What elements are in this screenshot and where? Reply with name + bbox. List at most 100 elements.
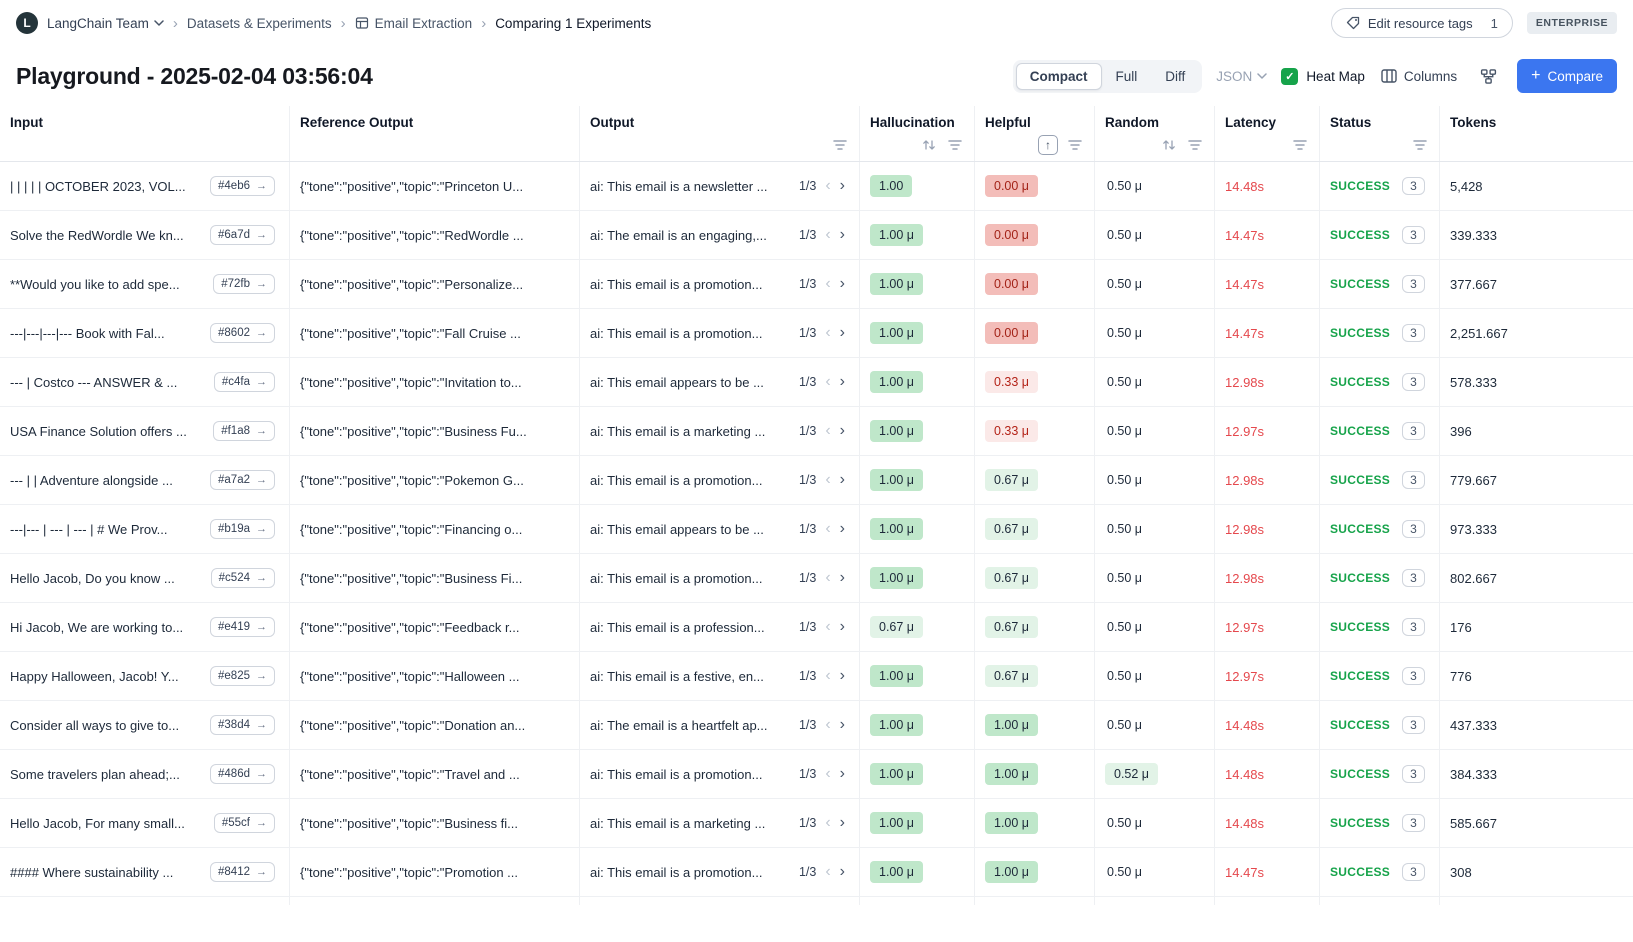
helpful-sort-active-button[interactable]: ↑ <box>1038 135 1058 155</box>
prev-output-button[interactable]: ‹ <box>821 864 834 880</box>
status-count-badge: 3 <box>1402 373 1425 391</box>
json-format-dropdown[interactable]: JSON <box>1216 69 1268 84</box>
prev-output-button[interactable]: ‹ <box>821 472 834 488</box>
column-header-helpful: Helpful ↑ <box>975 106 1095 161</box>
reference-output-cell: {"tone":"positive","topic":"Halloween ..… <box>290 652 580 700</box>
table-row[interactable]: --- | Costco --- ANSWER & ... #c4fa → {"… <box>0 358 1633 407</box>
table-row[interactable]: #### Where sustainability ... #8412 → {"… <box>0 848 1633 897</box>
output-cell: ai: This email is a marketing ... 1/3 ‹ … <box>580 407 860 455</box>
table-row[interactable]: Some travelers plan ahead;... #486d → {"… <box>0 750 1633 799</box>
next-output-button[interactable]: › <box>836 766 849 782</box>
run-link-badge[interactable]: #e419 → <box>210 617 275 637</box>
run-link-badge[interactable]: #b19a → <box>210 519 275 539</box>
run-link-badge[interactable]: #6a7d → <box>210 225 275 245</box>
dataset-icon <box>355 17 368 29</box>
helpful-cell: 0.00 μ <box>975 309 1095 357</box>
helpful-score-badge: 0.33 μ <box>985 371 1039 393</box>
run-link-badge[interactable]: #4eb6 → <box>210 176 275 196</box>
table-row[interactable]: USA Finance Solution offers ... #f1a8 → … <box>0 407 1633 456</box>
compare-button[interactable]: + Compare <box>1517 59 1617 93</box>
prev-output-button[interactable]: ‹ <box>821 276 834 292</box>
output-pager: 1/3 ‹ › <box>799 423 849 439</box>
next-output-button[interactable]: › <box>836 717 849 733</box>
prev-output-button[interactable]: ‹ <box>821 178 834 194</box>
output-pager: 1/3 ‹ › <box>799 815 849 831</box>
prev-output-button[interactable]: ‹ <box>821 570 834 586</box>
view-mode-full-button[interactable]: Full <box>1102 63 1152 90</box>
helpful-filter-button[interactable] <box>1066 137 1084 153</box>
random-filter-button[interactable] <box>1186 137 1204 153</box>
run-link-badge[interactable]: #e825 → <box>210 666 275 686</box>
run-link-badge[interactable]: #f1a8 → <box>213 421 275 441</box>
next-output-button[interactable]: › <box>836 668 849 684</box>
breadcrumb-datasets-link[interactable]: Datasets & Experiments <box>187 16 332 31</box>
next-output-button[interactable]: › <box>836 374 849 390</box>
experiment-view-tree-button[interactable] <box>1473 61 1503 91</box>
next-output-button[interactable]: › <box>836 276 849 292</box>
run-link-badge[interactable]: #c4fa → <box>213 372 275 392</box>
prev-output-button[interactable]: ‹ <box>821 717 834 733</box>
next-output-button[interactable]: › <box>836 521 849 537</box>
table-row[interactable]: Hi Jacob, We are working to... #e419 → {… <box>0 603 1633 652</box>
next-output-button[interactable]: › <box>836 178 849 194</box>
table-row[interactable]: Hello Jacob, Do you know ... #c524 → {"t… <box>0 554 1633 603</box>
heatmap-toggle[interactable]: ✓ Heat Map <box>1281 67 1365 85</box>
run-link-badge[interactable]: #38d4 → <box>210 715 275 735</box>
table-row[interactable]: Consider all ways to give to... #38d4 → … <box>0 701 1633 750</box>
hallucination-sort-button[interactable] <box>920 137 938 153</box>
prev-output-button[interactable]: ‹ <box>821 619 834 635</box>
helpful-score-badge: 0.67 μ <box>985 518 1039 540</box>
column-header-input: Input <box>0 106 290 161</box>
table-row[interactable]: --- | | Adventure alongside ... #a7a2 → … <box>0 456 1633 505</box>
latency-value: 14.47s <box>1225 227 1265 243</box>
prev-output-button[interactable]: ‹ <box>821 815 834 831</box>
next-output-button[interactable]: › <box>836 227 849 243</box>
run-link-badge[interactable]: #8412 → <box>210 862 275 882</box>
table-row[interactable]: Hello Jacob, For many small... #55cf → {… <box>0 799 1633 848</box>
run-link-badge[interactable]: #8602 → <box>210 323 275 343</box>
view-mode-compact-button[interactable]: Compact <box>1015 62 1102 90</box>
table-row[interactable]: Happy Halloween, Jacob! Y... #e825 → {"t… <box>0 652 1633 701</box>
status-filter-button[interactable] <box>1411 137 1429 153</box>
hallucination-filter-button[interactable] <box>946 137 964 153</box>
run-link-badge[interactable]: #c524 → <box>210 568 275 588</box>
team-switcher[interactable]: LangChain Team <box>47 16 164 31</box>
next-output-button[interactable]: › <box>836 570 849 586</box>
breadcrumb-dataset-link[interactable]: Email Extraction <box>355 16 472 31</box>
latency-filter-button[interactable] <box>1291 137 1309 153</box>
run-id: #c4fa <box>221 376 250 388</box>
next-output-button[interactable]: › <box>836 472 849 488</box>
output-text: ai: This email is a promotion... <box>590 472 763 488</box>
table-row[interactable]: ---|--- | --- | --- | # We Prov... #b19a… <box>0 505 1633 554</box>
random-sort-button[interactable] <box>1160 137 1178 153</box>
table-row[interactable]: | | | | | OCTOBER 2023, VOL... #4eb6 → {… <box>0 162 1633 211</box>
page-indicator: 1/3 <box>798 718 817 732</box>
run-link-badge[interactable]: #72fb → <box>213 274 275 294</box>
prev-output-button[interactable]: ‹ <box>821 521 834 537</box>
prev-output-button[interactable]: ‹ <box>821 766 834 782</box>
heatmap-checkbox[interactable]: ✓ <box>1281 67 1299 85</box>
prev-output-button[interactable]: ‹ <box>821 423 834 439</box>
table-row[interactable]: ---|---|---|--- Book with Fal... #8602 →… <box>0 309 1633 358</box>
next-output-button[interactable]: › <box>836 864 849 880</box>
prev-output-button[interactable]: ‹ <box>821 668 834 684</box>
column-header-tokens: Tokens <box>1440 106 1633 161</box>
columns-button[interactable]: Columns <box>1379 65 1459 88</box>
output-filter-button[interactable] <box>831 137 849 153</box>
table-row[interactable]: Solve the RedWordle We kn... #6a7d → {"t… <box>0 211 1633 260</box>
table-row[interactable]: **Would you like to add spe... #72fb → {… <box>0 260 1633 309</box>
view-mode-diff-button[interactable]: Diff <box>1151 63 1199 90</box>
next-output-button[interactable]: › <box>836 619 849 635</box>
open-run-arrow-icon: → <box>256 719 267 731</box>
prev-output-button[interactable]: ‹ <box>821 227 834 243</box>
prev-output-button[interactable]: ‹ <box>821 374 834 390</box>
next-output-button[interactable]: › <box>836 815 849 831</box>
edit-resource-tags-button[interactable]: Edit resource tags 1 <box>1330 8 1513 38</box>
run-link-badge[interactable]: #55cf → <box>213 813 275 833</box>
run-link-badge[interactable]: #486d → <box>210 764 275 784</box>
next-output-button[interactable]: › <box>836 325 849 341</box>
prev-output-button[interactable]: ‹ <box>821 325 834 341</box>
next-output-button[interactable]: › <box>836 423 849 439</box>
run-link-badge[interactable]: #a7a2 → <box>210 470 275 490</box>
filter-icon <box>1293 140 1307 150</box>
